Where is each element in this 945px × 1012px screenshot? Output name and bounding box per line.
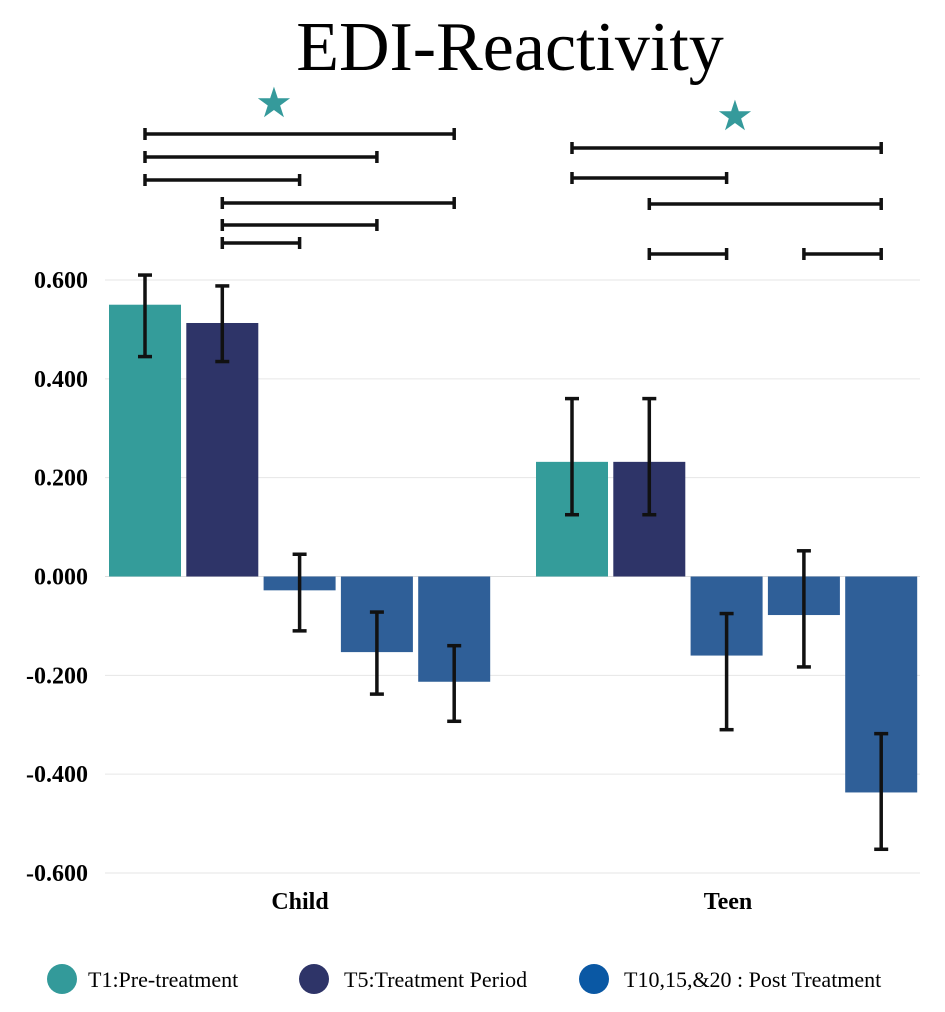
y-tick-label: 0.000	[34, 565, 88, 591]
chart-title: EDI-Reactivity	[296, 9, 724, 86]
significance-stars: ★ ★	[255, 78, 754, 140]
significance-star-icon: ★	[255, 78, 293, 127]
legend-label-1: T1:Pre-treatment	[88, 967, 238, 992]
legend-marker-3	[579, 964, 609, 994]
y-axis-tick-labels: 0.600 0.400 0.200 0.000 -0.200 -0.400 -0.600	[26, 268, 88, 887]
y-tick-label: 0.400	[34, 367, 88, 393]
legend-marker-1	[47, 964, 77, 994]
y-tick-label: 0.200	[34, 466, 88, 492]
legend-marker-2	[299, 964, 329, 994]
error-bars	[138, 273, 889, 852]
legend: T1:Pre-treatment T5:Treatment Period T10,1…	[47, 964, 881, 994]
y-tick-label: -0.200	[26, 663, 88, 689]
category-label-child: Child	[271, 889, 329, 915]
bars	[109, 304, 918, 793]
category-labels: Child Teen	[271, 889, 752, 915]
bar-child-2	[186, 322, 259, 577]
category-label-teen: Teen	[704, 889, 752, 915]
y-tick-label: 0.600	[34, 268, 88, 294]
y-tick-label: -0.600	[26, 861, 88, 887]
y-tick-label: -0.400	[26, 762, 88, 788]
legend-label-2: T5:Treatment Period	[344, 967, 527, 992]
significance-brackets	[143, 128, 883, 260]
legend-label-3: T10,15,&20 : Post Treatment	[624, 967, 881, 992]
significance-star-icon: ★	[716, 91, 754, 140]
